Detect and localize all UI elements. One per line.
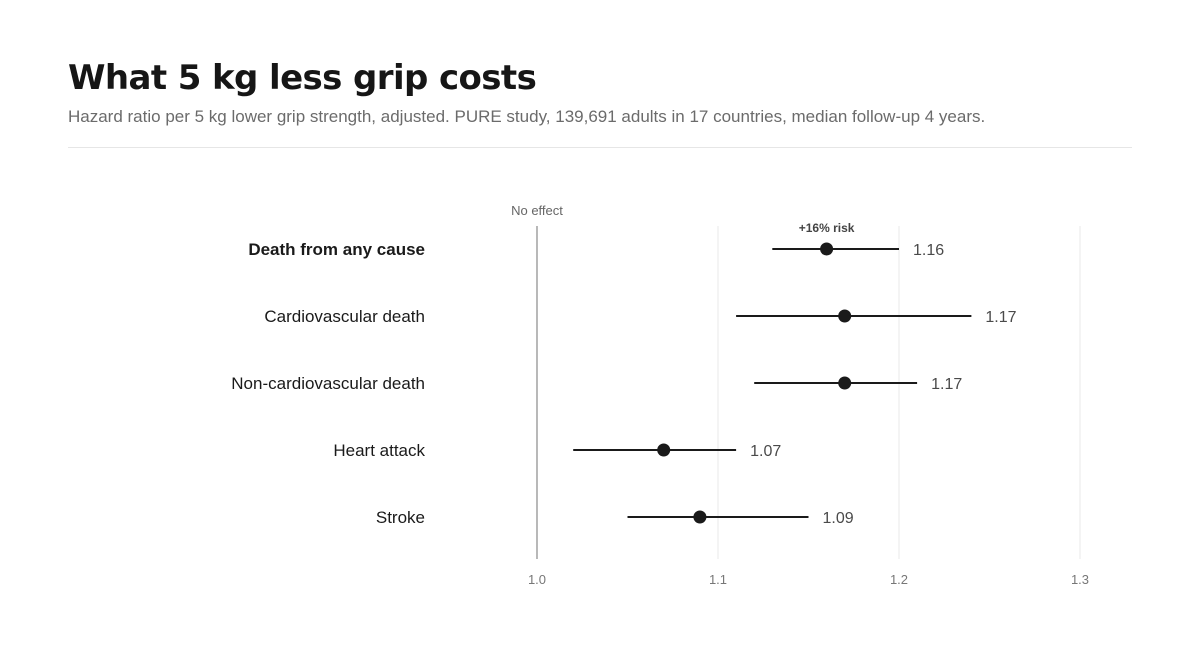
page-title: What 5 kg less grip costs xyxy=(68,58,537,98)
x-tick-label: 1.0 xyxy=(528,572,546,587)
point-estimate xyxy=(838,376,852,390)
risk-annotation: +16% risk xyxy=(799,221,855,235)
row-label: Death from any cause xyxy=(248,240,425,259)
point-estimate xyxy=(693,510,707,524)
point-estimate xyxy=(820,242,834,256)
row-label: Non-cardiovascular death xyxy=(231,374,425,393)
value-label: 1.17 xyxy=(985,309,1016,326)
value-label: 1.07 xyxy=(750,443,781,460)
reference-label: No effect xyxy=(511,203,563,218)
value-label: 1.17 xyxy=(931,376,962,393)
row-label: Stroke xyxy=(376,508,425,527)
header-divider xyxy=(68,147,1132,148)
point-estimate xyxy=(657,443,671,457)
value-label: 1.09 xyxy=(823,510,854,527)
point-estimate xyxy=(838,309,852,323)
value-label: 1.16 xyxy=(913,242,944,259)
row-label: Heart attack xyxy=(333,441,425,460)
x-tick-label: 1.3 xyxy=(1071,572,1089,587)
page-subtitle: Hazard ratio per 5 kg lower grip strengt… xyxy=(68,107,986,126)
x-tick-label: 1.2 xyxy=(890,572,908,587)
row-label: Cardiovascular death xyxy=(264,307,425,326)
x-tick-label: 1.1 xyxy=(709,572,727,587)
